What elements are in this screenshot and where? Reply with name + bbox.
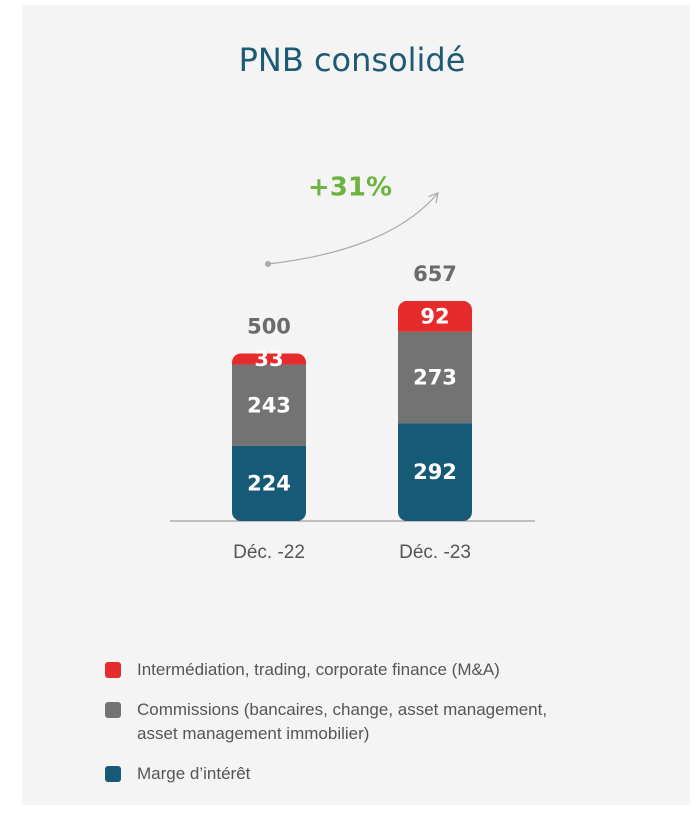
growth-arrow [267,192,439,265]
bar-segment [232,353,306,365]
bar-segment [232,364,306,446]
x-tick-label: Déc. -22 [233,542,305,563]
bar-segment [232,445,306,521]
x-tick-label: Déc. -23 [399,542,471,563]
data-label: 243 [247,393,291,417]
legend-item: Marge d’intérêt [105,762,605,786]
growth-annotation: +31% [308,173,392,203]
bar-segment [398,300,472,332]
bar-segment [398,423,472,521]
legend-item: Commissions (bancaires, change, asset ma… [105,698,605,746]
total-label: 657 [413,262,457,286]
data-label: 224 [247,471,291,495]
bar-segment [398,331,472,424]
legend-label: Intermédiation, trading, corporate finan… [137,660,500,679]
data-label: 33 [254,347,283,371]
legend-swatch [105,662,121,678]
legend-item: Intermédiation, trading, corporate finan… [105,658,605,682]
legend: Intermédiation, trading, corporate finan… [105,658,605,802]
bar-stack [398,300,472,521]
legend-label: Commissions (bancaires, change, asset ma… [137,700,548,743]
data-label: 273 [413,365,457,389]
legend-label: Marge d’intérêt [137,764,251,783]
data-label: 292 [413,460,457,484]
background [22,5,690,805]
data-label: 92 [420,304,449,328]
total-label: 500 [247,315,291,339]
chart-title: PNB consolidé [239,41,466,79]
bar-stack [232,353,306,521]
legend-swatch [105,702,121,718]
legend-swatch [105,766,121,782]
